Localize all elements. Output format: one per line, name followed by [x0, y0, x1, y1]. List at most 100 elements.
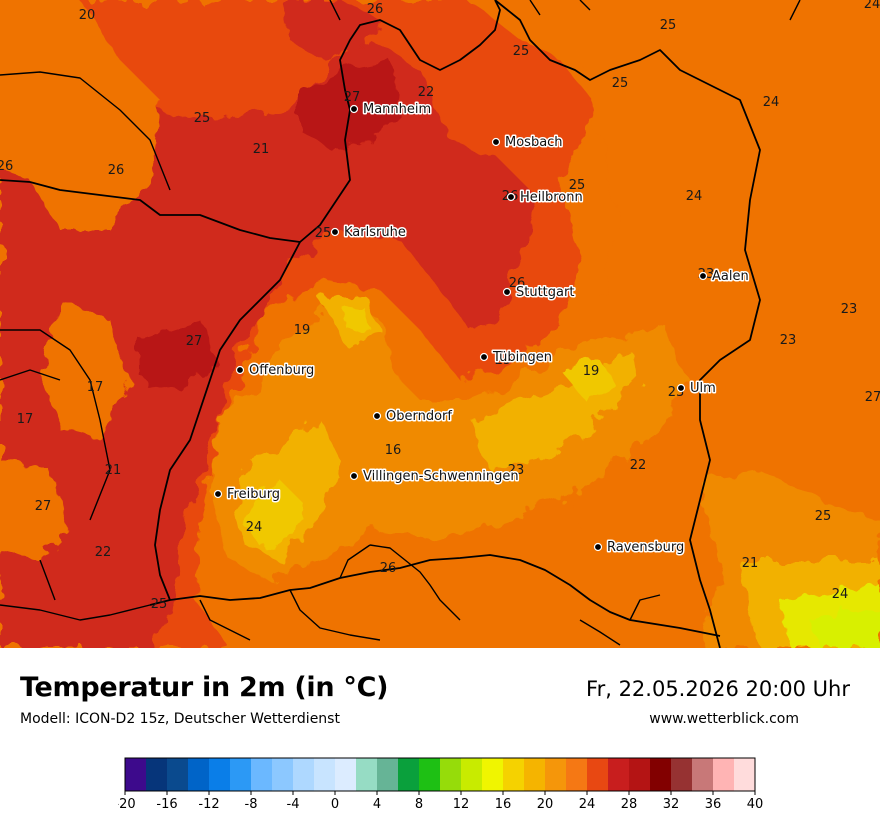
border-north [329, 0, 801, 21]
legend-swatch [545, 758, 567, 791]
border-swiss-inner [0, 544, 661, 646]
temperature-value-label: 23 [780, 333, 797, 348]
legend-swatch [146, 758, 168, 791]
legend-tick-label: 0 [331, 797, 339, 812]
legend-swatch [587, 758, 609, 791]
forecast-datetime: Fr, 22.05.2026 20:00 Uhr [586, 677, 850, 701]
legend-outline [124, 757, 756, 792]
city-marker [506, 192, 516, 202]
temperature-value-label: 21 [742, 556, 759, 571]
city-marker [698, 271, 708, 281]
temperature-value-label: 23 [508, 463, 525, 478]
city-marker [213, 489, 223, 499]
legend-swatch [692, 758, 714, 791]
temp-zone-warm-north [280, 0, 380, 60]
model-info: Modell: ICON-D2 15z, Deutscher Wetterdie… [20, 711, 340, 727]
legend-tick-label: 32 [663, 797, 680, 812]
city-label: Ulm [690, 381, 716, 396]
legend-tick-label: -16 [156, 797, 177, 812]
temperature-value-label: 21 [105, 463, 122, 478]
legend-tick-label: 20 [537, 797, 554, 812]
city-label: Ravensburg [607, 540, 684, 555]
temperature-value-label: 25 [569, 178, 586, 193]
city-label: Villingen-Schwenningen [363, 469, 519, 484]
city-marker [593, 542, 603, 552]
city-marker [349, 471, 359, 481]
legend-tick-label: -8 [245, 797, 258, 812]
city-label: Offenburg [249, 363, 314, 378]
temperature-value-label: 26 [380, 561, 397, 576]
city-markers: Mannheim Mosbach Heilbronn Karlsruhe Aalen St… [213, 101, 750, 557]
legend-swatch [335, 758, 357, 791]
legend-ticks: -20 -16 -12 -8 -4 0 4 8 12 16 20 24 28 32 36 40 [118, 791, 763, 812]
legend-tick-label: 24 [579, 797, 596, 812]
legend-swatch [629, 758, 651, 791]
temperature-map: 20 26 25 24 27 22 25 25 24 25 21 26 26 25 26 24 25 26 23 19… [0, 0, 880, 648]
legend-swatch [482, 758, 504, 791]
legend-swatch [356, 758, 378, 791]
temperature-value-label: 17 [87, 380, 104, 395]
temperature-value-label: 22 [630, 458, 647, 473]
legend-swatch [167, 758, 189, 791]
city-label: Oberndorf [386, 409, 452, 424]
legend-swatch [314, 758, 336, 791]
temperature-value-label: 25 [513, 44, 530, 59]
temperature-value-label: 19 [583, 364, 600, 379]
temperature-value-label: 27 [186, 334, 203, 349]
legend-tick-label: 40 [747, 797, 764, 812]
legend-swatch [272, 758, 294, 791]
temperature-value-label: 23 [841, 302, 858, 317]
legend-swatch [650, 758, 672, 791]
legend-tick-label: 28 [621, 797, 638, 812]
temperature-value-label: 27 [344, 90, 361, 105]
temperature-value-label: 26 [108, 163, 125, 178]
city-label: Karlsruhe [344, 225, 406, 240]
city-marker [676, 383, 686, 393]
city-marker [502, 287, 512, 297]
legend-tick-label: 36 [705, 797, 722, 812]
city-marker [349, 104, 359, 114]
legend-swatch [377, 758, 399, 791]
state-border-east [494, 0, 761, 648]
color-legend: -20 -16 -12 -8 -4 0 4 8 12 16 20 24 28 32 36 40 [118, 757, 763, 812]
legend-swatch [293, 758, 315, 791]
temperature-value-label: 20 [79, 8, 96, 23]
legend-swatch [230, 758, 252, 791]
city-marker [330, 227, 340, 237]
city-marker [479, 352, 489, 362]
temperature-value-label: 21 [253, 142, 270, 157]
temperature-value-label: 26 [0, 159, 13, 174]
borders [0, 0, 801, 648]
temperature-value-label: 16 [385, 443, 402, 458]
city-label: Mosbach [505, 135, 563, 150]
legend-swatch [251, 758, 273, 791]
temperature-value-label: 19 [294, 323, 311, 338]
legend-swatch [188, 758, 210, 791]
temperature-value-label: 25 [660, 18, 677, 33]
legend-tick-label: -4 [287, 797, 300, 812]
temp-zone-16 [248, 305, 615, 548]
temperature-value-label: 25 [315, 226, 332, 241]
legend-swatch [419, 758, 441, 791]
temperature-value-label: 22 [418, 85, 435, 100]
temperature-value-label: 24 [864, 0, 880, 12]
legend-swatch [566, 758, 588, 791]
value-labels: 20 26 25 24 27 22 25 25 24 25 21 26 26 25 26 24 25 26 23 19… [0, 0, 880, 612]
legend-tick-label: -12 [198, 797, 219, 812]
national-border-rhine [154, 241, 301, 601]
legend-tick-label: 4 [373, 797, 381, 812]
legend-swatch [671, 758, 693, 791]
temperature-value-label: 25 [151, 597, 168, 612]
legend-swatch [461, 758, 483, 791]
legend-swatch [524, 758, 546, 791]
border-west [0, 71, 171, 521]
legend-swatch [440, 758, 462, 791]
legend-swatch [209, 758, 231, 791]
temp-zone-light-se [810, 610, 880, 648]
website-link[interactable]: www.wetterblick.com [649, 711, 799, 727]
temperature-value-label: 25 [612, 76, 629, 91]
temperature-value-label: 27 [35, 499, 52, 514]
temperature-value-label: 24 [246, 520, 263, 535]
temperature-value-label: 24 [832, 587, 849, 602]
city-marker [235, 365, 245, 375]
